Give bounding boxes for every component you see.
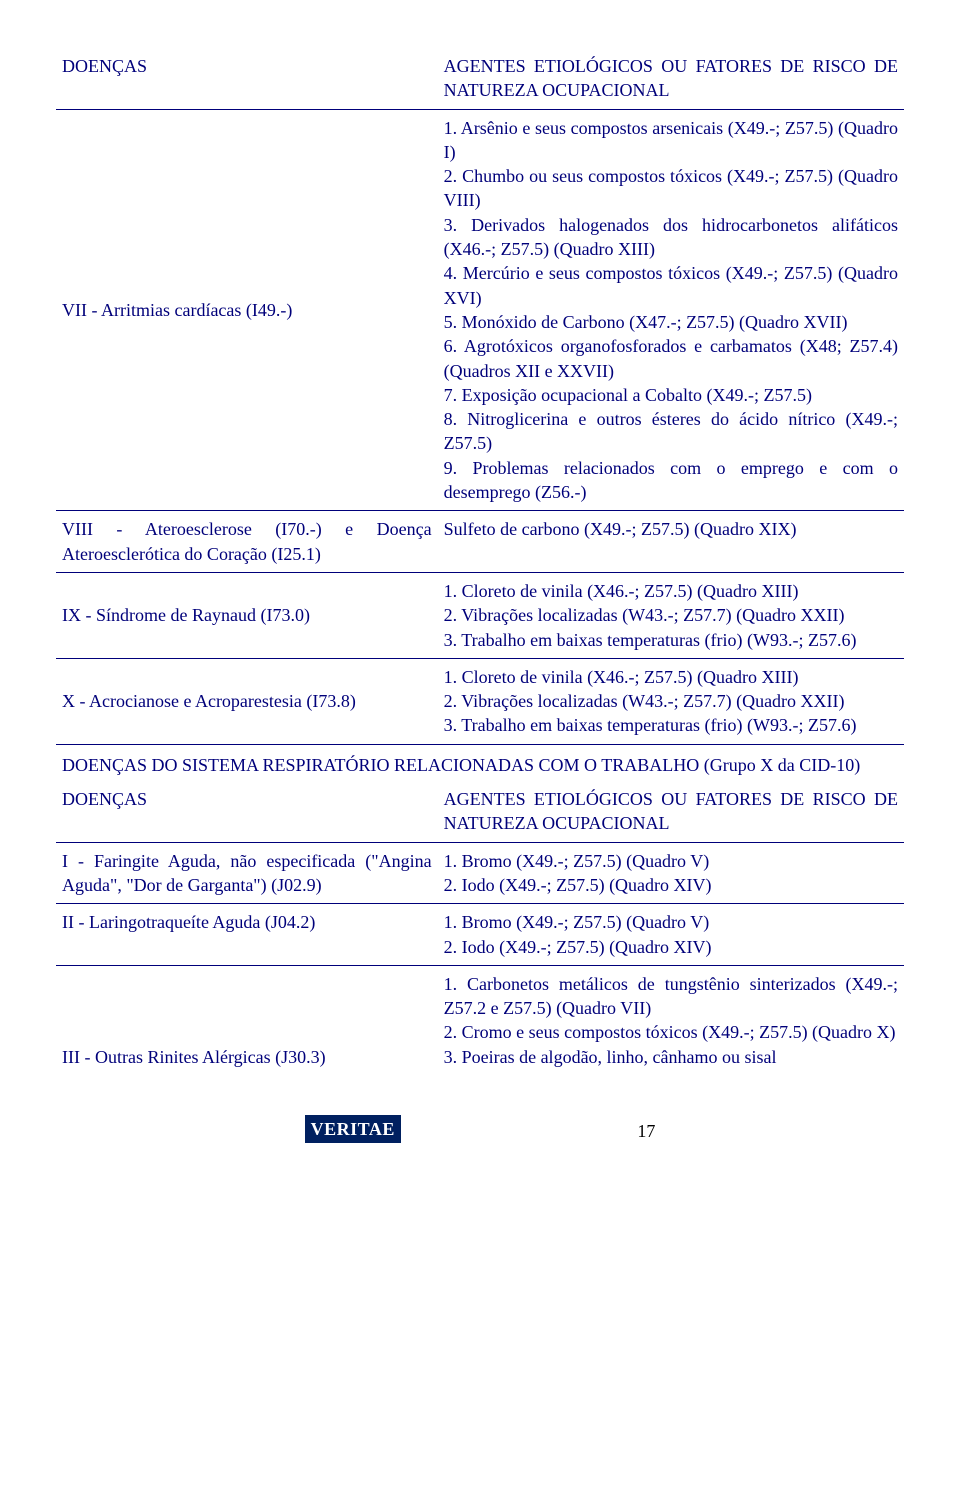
table2-row2-left: II - Laringotraqueíte Aguda (J04.2) (56, 904, 438, 966)
table2-row3-right: 1. Carbonetos metálicos de tungstênio si… (438, 965, 904, 1075)
table1-row10-left: X - Acrocianose e Acroparestesia (I73.8) (56, 658, 438, 744)
table1-header-left: DOENÇAS (56, 48, 438, 109)
table2-row1-left: I - Faringite Aguda, não especificada ("… (56, 842, 438, 904)
table1-header-right: AGENTES ETIOLÓGICOS OU FATORES DE RISCO … (438, 48, 904, 109)
page-number: 17 (637, 1119, 655, 1143)
table1-row7-right: 1. Arsênio e seus compostos arsenicais (… (438, 109, 904, 511)
table2-row2-right: 1. Bromo (X49.-; Z57.5) (Quadro V)2. Iod… (438, 904, 904, 966)
respiratory-section-title: DOENÇAS DO SISTEMA RESPIRATÓRIO RELACION… (56, 744, 904, 781)
table1-row8-left: VIII - Ateroesclerose (I70.-) e Doença A… (56, 511, 438, 573)
table1-row7-left: VII - Arritmias cardíacas (I49.-) (56, 109, 438, 511)
table2-row3-left: III - Outras Rinites Alérgicas (J30.3) (56, 965, 438, 1075)
table1-row9-left: IX - Síndrome de Raynaud (I73.0) (56, 572, 438, 658)
table1-row8-right: Sulfeto de carbono (X49.-; Z57.5) (Quadr… (438, 511, 904, 573)
table2-header-right: AGENTES ETIOLÓGICOS OU FATORES DE RISCO … (438, 781, 904, 842)
page-footer: VERITAE 17 (56, 1115, 904, 1143)
table1-row10-right: 1. Cloreto de vinila (X46.-; Z57.5) (Qua… (438, 658, 904, 744)
brand-badge: VERITAE (305, 1115, 401, 1143)
diseases-table-1: DOENÇAS AGENTES ETIOLÓGICOS OU FATORES D… (56, 48, 904, 1075)
table2-row1-right: 1. Bromo (X49.-; Z57.5) (Quadro V)2. Iod… (438, 842, 904, 904)
table2-header-left: DOENÇAS (56, 781, 438, 842)
table1-row9-right: 1. Cloreto de vinila (X46.-; Z57.5) (Qua… (438, 572, 904, 658)
